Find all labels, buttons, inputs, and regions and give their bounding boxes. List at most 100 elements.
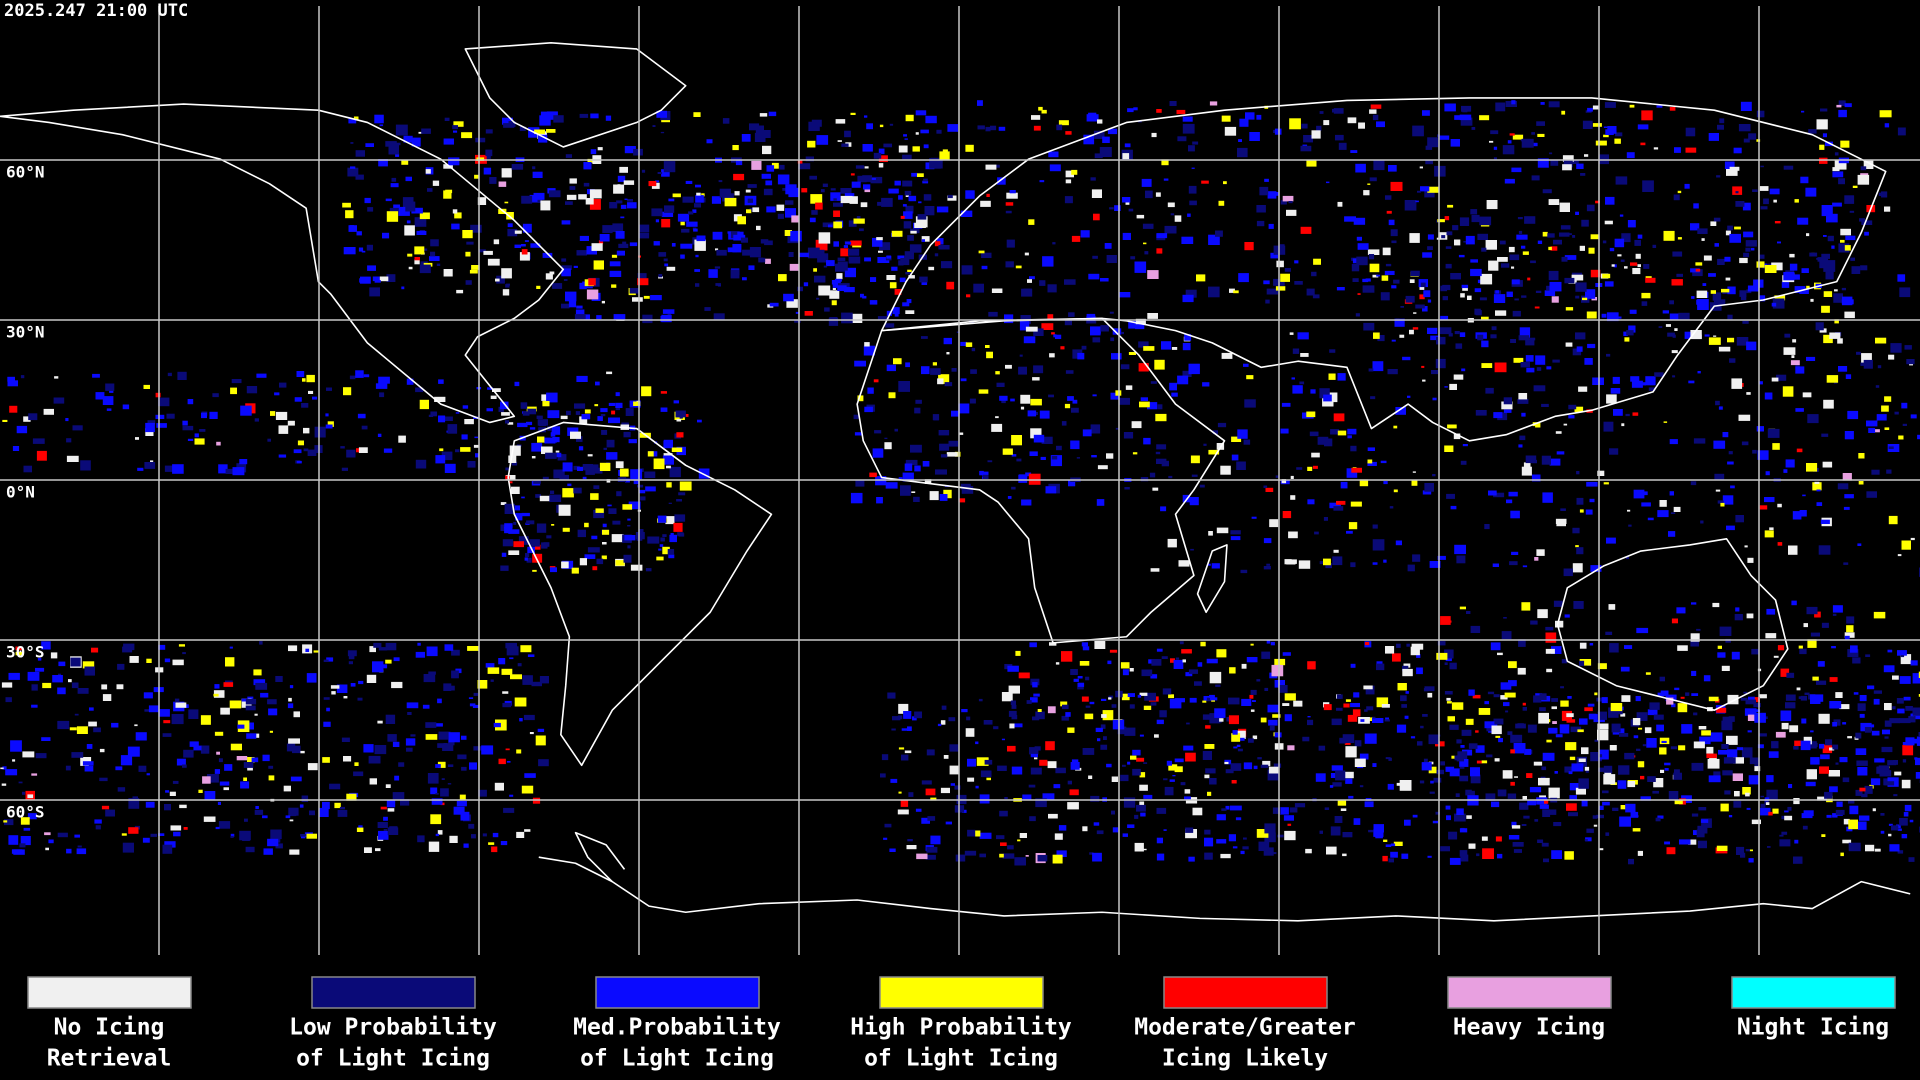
icing-speckle: [1050, 455, 1062, 467]
icing-speckle: [1121, 693, 1130, 701]
icing-speckle: [1421, 365, 1425, 368]
icing-speckle: [498, 181, 507, 187]
icing-speckle: [1571, 274, 1584, 281]
icing-speckle: [262, 815, 268, 819]
icing-speckle: [1268, 719, 1278, 726]
icing-speckle: [1821, 433, 1829, 437]
icing-speckle: [1448, 831, 1458, 840]
icing-speckle: [1459, 850, 1468, 857]
icing-speckle: [1311, 130, 1321, 139]
icing-speckle: [1835, 809, 1845, 815]
icing-speckle: [1523, 815, 1530, 819]
icing-speckle: [443, 138, 454, 145]
icing-speckle: [1185, 829, 1197, 839]
icing-speckle: [239, 459, 248, 465]
icing-speckle: [1539, 707, 1546, 712]
icing-speckle: [1385, 757, 1391, 760]
icing-speckle: [1542, 189, 1552, 194]
icing-speckle: [1575, 787, 1586, 795]
icing-speckle: [1690, 640, 1699, 647]
icing-speckle: [1494, 758, 1500, 762]
icing-speckle: [1367, 249, 1380, 255]
icing-speckle: [1468, 689, 1475, 696]
icing-speckle: [719, 188, 731, 198]
icing-speckle: [1842, 777, 1850, 783]
icing-speckle: [1367, 447, 1375, 451]
icing-speckle: [158, 833, 165, 836]
icing-speckle: [1427, 234, 1434, 240]
icing-speckle: [1693, 203, 1699, 209]
icing-speckle: [900, 799, 909, 807]
icing-speckle: [1628, 524, 1632, 527]
icing-speckle: [908, 195, 917, 202]
icing-speckle: [244, 818, 248, 822]
icing-speckle: [1391, 240, 1397, 244]
icing-speckle: [1353, 692, 1360, 698]
icing-speckle: [915, 216, 928, 228]
icing-speckle: [1465, 235, 1475, 245]
icing-speckle: [1722, 770, 1733, 776]
icing-speckle: [486, 408, 493, 412]
icing-speckle: [912, 146, 920, 152]
icing-speckle: [1704, 334, 1710, 337]
icing-speckle: [1713, 335, 1717, 337]
icing-speckle: [1004, 314, 1014, 324]
icing-speckle: [779, 164, 785, 170]
icing-speckle: [1156, 444, 1167, 450]
icing-speckle: [444, 117, 450, 121]
icing-speckle: [602, 542, 607, 545]
icing-speckle: [146, 658, 152, 663]
icing-speckle: [1274, 128, 1282, 135]
icing-speckle: [1138, 341, 1149, 348]
icing-speckle: [493, 722, 501, 728]
icing-speckle: [1406, 643, 1410, 647]
icing-speckle: [1313, 258, 1321, 265]
icing-speckle: [625, 408, 634, 416]
icing-speckle: [1579, 660, 1585, 666]
icing-speckle: [1202, 700, 1207, 703]
icing-speckle: [980, 770, 992, 778]
icing-speckle: [1759, 694, 1767, 699]
icing-speckle: [579, 558, 587, 566]
icing-speckle: [573, 487, 582, 494]
icing-speckle: [1160, 506, 1167, 512]
icing-speckle: [1006, 239, 1015, 248]
icing-speckle: [1537, 158, 1549, 168]
icing-speckle: [887, 692, 896, 699]
icing-speckle: [1783, 469, 1788, 473]
icing-speckle: [1238, 139, 1242, 142]
icing-speckle: [1029, 642, 1037, 648]
icing-speckle: [1306, 288, 1315, 296]
icing-speckle: [1399, 334, 1405, 338]
icing-speckle: [1575, 211, 1579, 215]
icing-speckle: [1205, 725, 1211, 729]
icing-speckle: [1271, 664, 1284, 677]
icing-speckle: [1632, 718, 1641, 726]
icing-speckle: [669, 466, 681, 478]
icing-speckle: [1640, 775, 1645, 780]
icing-speckle: [929, 158, 941, 169]
icing-speckle: [1851, 266, 1861, 274]
icing-speckle: [897, 809, 909, 815]
icing-speckle: [1752, 449, 1757, 454]
icing-speckle: [848, 248, 860, 256]
icing-speckle: [778, 274, 787, 282]
icing-speckle: [1570, 726, 1582, 733]
icing-speckle: [630, 564, 643, 571]
icing-speckle: [997, 765, 1007, 771]
icing-speckle: [1284, 268, 1291, 272]
icing-speckle: [1746, 613, 1754, 619]
icing-speckle: [546, 535, 552, 539]
icing-speckle: [466, 241, 474, 245]
icing-speckle: [509, 657, 514, 660]
icing-speckle: [1645, 672, 1651, 675]
icing-speckle: [536, 523, 547, 533]
icing-speckle: [590, 149, 597, 155]
icing-speckle: [1028, 219, 1035, 225]
icing-speckle: [452, 209, 458, 214]
icing-speckle: [615, 560, 625, 566]
icing-speckle: [811, 210, 818, 215]
icing-speckle: [737, 216, 746, 225]
icing-speckle: [878, 163, 884, 168]
icing-speckle: [70, 657, 81, 667]
